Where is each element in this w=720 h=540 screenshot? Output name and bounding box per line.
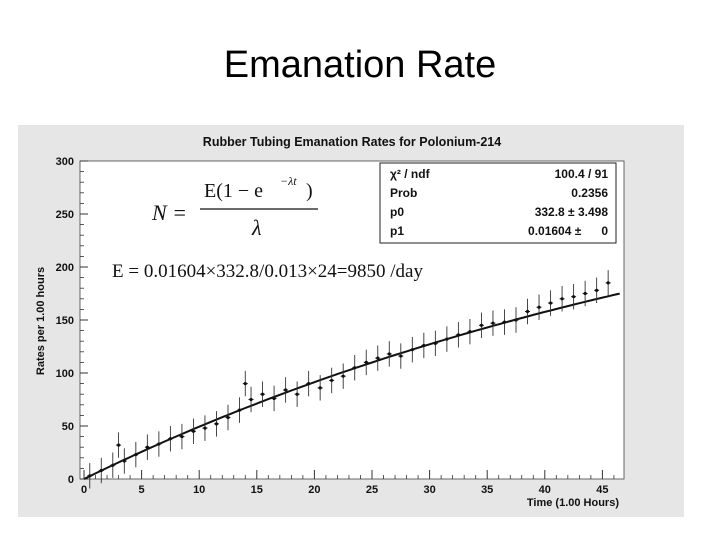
- x-tick-label: 15: [251, 484, 263, 496]
- data-point: [157, 442, 161, 446]
- y-tick-label: 150: [56, 315, 74, 327]
- data-point: [502, 320, 507, 324]
- stats-label-p0: p0: [390, 205, 404, 219]
- data-point: [595, 288, 599, 292]
- data-point: [422, 343, 426, 348]
- stats-label-chi2: χ² / ndf: [390, 167, 431, 181]
- fit-layer: [83, 292, 620, 480]
- formula-denominator: λ: [251, 215, 262, 240]
- data-point: [191, 429, 196, 433]
- data-point: [214, 422, 219, 426]
- data-point: [99, 468, 103, 473]
- data-point: [433, 341, 437, 345]
- y-tick-label: 0: [68, 474, 74, 486]
- stats-label-prob: Prob: [390, 186, 417, 200]
- stats-value-p0: 332.8 ± 3.498: [535, 205, 609, 219]
- data-point: [387, 352, 391, 356]
- x-axis-label: Time (1.00 Hours): [527, 497, 619, 509]
- data-point: [410, 348, 414, 352]
- x-tick-label: 45: [596, 484, 608, 496]
- data-point: [399, 354, 403, 358]
- y-tick-label: 50: [62, 421, 74, 433]
- chart-title: Rubber Tubing Emanation Rates for Poloni…: [203, 135, 501, 149]
- stats-value-p1: 0.01604 ± 0: [528, 224, 608, 238]
- data-point: [318, 386, 322, 390]
- data-point: [548, 301, 553, 305]
- x-tick-label: 10: [193, 484, 205, 496]
- y-tick-label: 300: [56, 156, 74, 168]
- stats-box: χ² / ndf 100.4 / 91 Prob 0.2356 p0 332.8…: [379, 162, 617, 244]
- data-point: [468, 330, 472, 334]
- chart-svg: Rubber Tubing Emanation Rates for Poloni…: [18, 125, 684, 517]
- x-tick-label: 40: [539, 484, 551, 496]
- stats-value-prob: 0.2356: [571, 186, 608, 200]
- data-point: [445, 337, 449, 341]
- formula-exponent: −λt: [280, 174, 297, 188]
- y-axis-label: Rates per 1.00 hours: [35, 267, 47, 375]
- y-tick-label: 250: [56, 209, 74, 221]
- data-point: [353, 366, 357, 370]
- data-point: [116, 443, 121, 447]
- data-point: [122, 459, 126, 463]
- data-point: [364, 360, 368, 364]
- stats-box-frame: [379, 162, 617, 244]
- chart-figure: Rubber Tubing Emanation Rates for Poloni…: [18, 125, 684, 517]
- stats-label-p1: p1: [390, 224, 404, 238]
- x-tick-label: 20: [308, 484, 320, 496]
- fit-curve: [83, 292, 620, 480]
- data-point: [307, 382, 311, 386]
- x-tick-label: 25: [366, 484, 378, 496]
- data-point: [341, 374, 345, 378]
- x-tick-label: 0: [81, 484, 87, 496]
- data-point: [168, 437, 172, 441]
- data-point: [537, 305, 541, 309]
- x-tick-label: 35: [481, 484, 493, 496]
- stats-value-chi2: 100.4 / 91: [555, 167, 609, 181]
- fit-formula: N = E(1 − e −λt ) λ: [151, 174, 318, 240]
- data-point: [330, 378, 334, 383]
- calculation-annotation: E = 0.01604×332.8/0.013×24=9850 /day: [112, 261, 423, 282]
- axes-layer: 0 50 100 150 200 250 300 0 5 10 15 20 25 30 35 40 45: [56, 156, 615, 496]
- data-point: [583, 291, 587, 296]
- data-point: [376, 356, 380, 360]
- data-point: [456, 333, 460, 337]
- data-point: [203, 426, 207, 430]
- data-point: [272, 396, 276, 401]
- data-point: [491, 321, 495, 325]
- x-tick-label: 30: [423, 484, 435, 496]
- y-tick-label: 100: [56, 368, 74, 380]
- data-point: [479, 323, 484, 327]
- data-point: [249, 397, 253, 402]
- data-point: [243, 382, 247, 386]
- data-point: [88, 474, 92, 478]
- data-point: [260, 392, 265, 396]
- data-point: [560, 297, 564, 301]
- x-tick-label: 5: [139, 484, 145, 496]
- data-point: [145, 445, 149, 449]
- data-point: [606, 281, 610, 285]
- formula-numerator: E(1 − e: [204, 180, 263, 202]
- slide-title: Emanation Rate: [223, 44, 497, 86]
- formula-close: ): [306, 180, 313, 202]
- data-point: [237, 408, 242, 412]
- data-point: [514, 318, 518, 322]
- y-tick-label: 200: [56, 262, 74, 274]
- data-point: [134, 453, 138, 457]
- data-point: [295, 392, 299, 396]
- data-point: [226, 415, 230, 420]
- data-point: [284, 388, 288, 392]
- formula-n: N =: [151, 200, 187, 225]
- points-layer: [87, 270, 611, 489]
- data-point: [525, 309, 530, 314]
- data-point: [572, 295, 576, 299]
- data-point: [111, 463, 115, 467]
- data-point: [180, 435, 184, 439]
